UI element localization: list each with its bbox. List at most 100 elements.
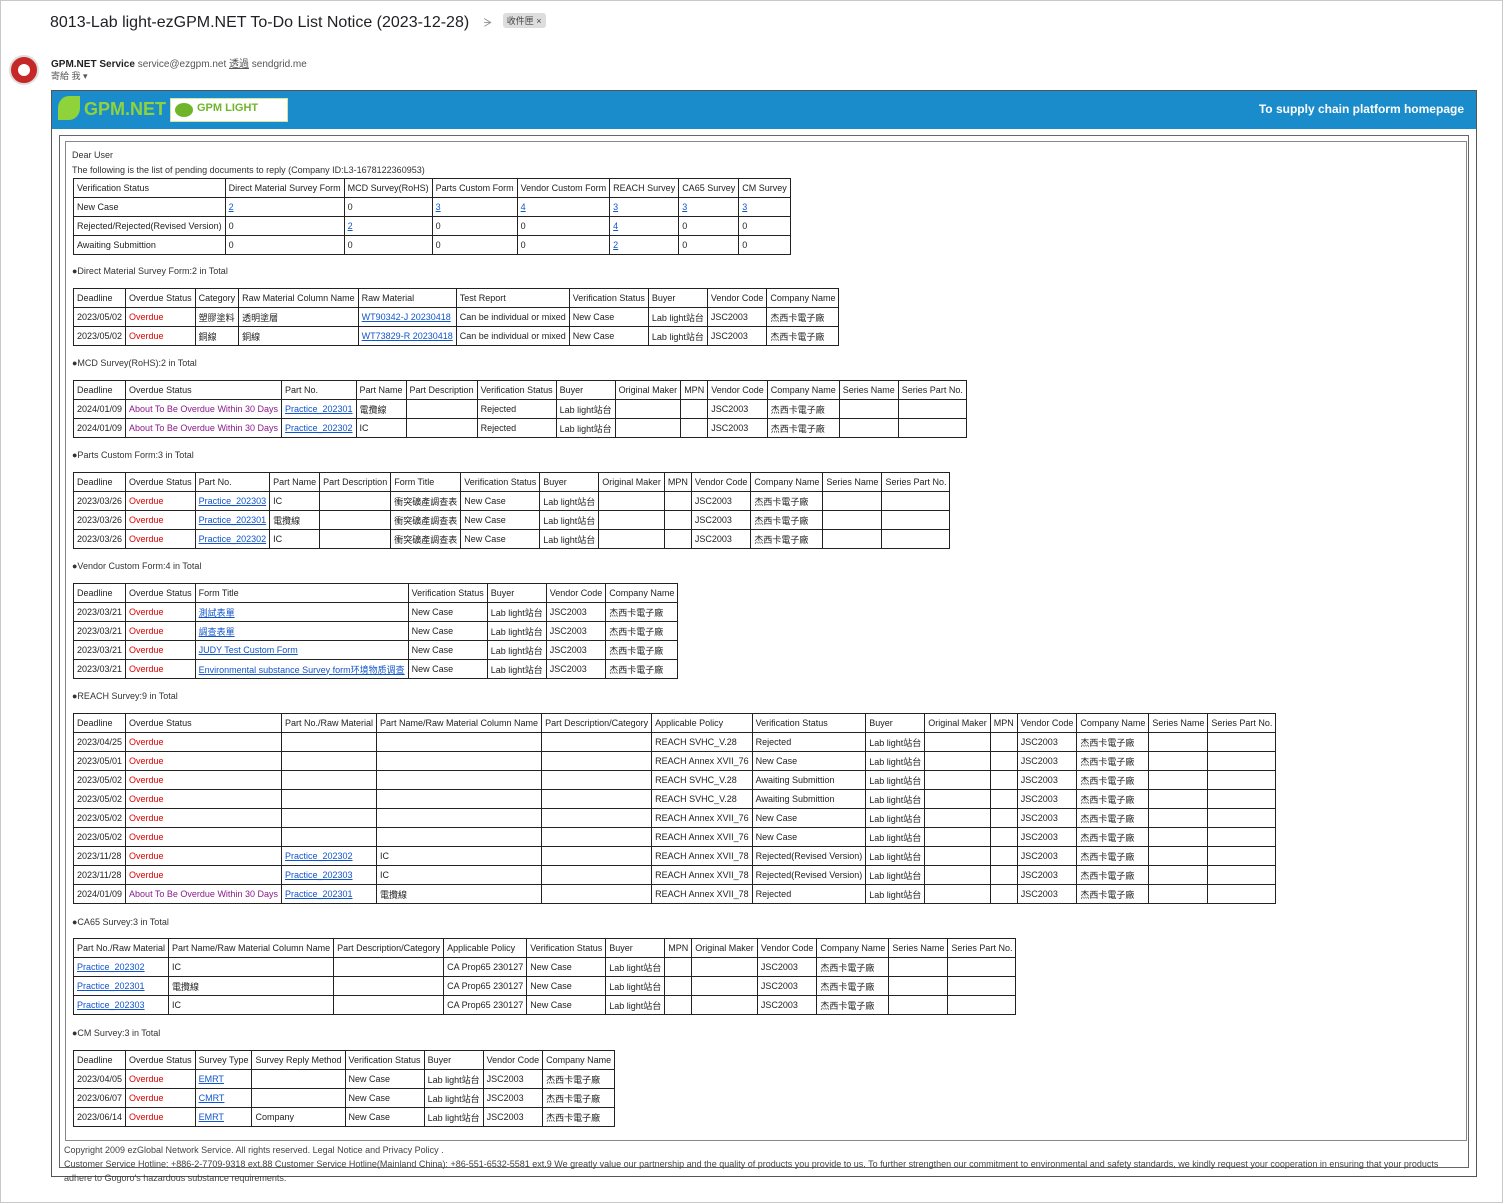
table-link[interactable]: 3 <box>742 202 748 212</box>
table-cell <box>1148 846 1209 866</box>
table-cell: 3 <box>431 197 518 217</box>
table-cell: Practice_202302 <box>194 529 271 549</box>
table-cell <box>680 418 709 438</box>
table-link[interactable]: Practice_202301 <box>198 515 267 525</box>
column-header: Part Description/Category <box>333 938 445 958</box>
table-link[interactable]: Practice_202302 <box>77 962 145 972</box>
table-cell: JSC2003 <box>690 510 752 530</box>
table-link[interactable]: Practice_202302 <box>284 423 353 433</box>
table-row: 2023/03/26 Overdue Practice_202301 電攬線 衝突礦產調… <box>72 510 951 530</box>
table-link[interactable]: 調查表單 <box>198 626 235 637</box>
cell-text: Can be individual or mixed <box>459 312 566 322</box>
table-cell: 2023/04/05 <box>72 1069 127 1089</box>
table-cell: JSC2003 <box>690 491 752 511</box>
table-cell <box>598 491 665 511</box>
cell-text: 杰西卡電子廠 <box>1080 832 1135 843</box>
table-row: Practice_202303 IC CA Prop65 230127 New Cas… <box>72 995 1017 1015</box>
table-cell: JSC2003 <box>1016 884 1078 904</box>
table-cell: REACH Annex XVII_76 <box>651 751 753 771</box>
cell-text: 杰西卡電子廠 <box>820 1000 875 1011</box>
cell-text: Lab light站台 <box>559 423 612 434</box>
table-link[interactable]: Practice_202303 <box>284 870 353 880</box>
table-link[interactable]: Practice_202301 <box>77 981 145 991</box>
table-link[interactable]: 2 <box>347 221 353 231</box>
table-cell <box>680 399 709 419</box>
cell-text: JSC2003 <box>694 496 732 506</box>
table-link[interactable]: EMRT <box>198 1112 224 1122</box>
via-link[interactable]: 透過 <box>229 59 250 70</box>
column-header: Vendor Code <box>1016 713 1078 733</box>
table-row: 2023/03/21 Overdue 測試表單 New Case Lab light站台… <box>72 602 679 622</box>
table-cell <box>947 976 1017 996</box>
cell-text: 2023/05/02 <box>77 331 123 341</box>
table-cell <box>1207 732 1277 752</box>
table-link[interactable]: Practice_202302 <box>198 534 267 544</box>
cell-text: Rejected/Rejected(Revised Version) <box>77 221 222 231</box>
overdue-status: Overdue <box>129 626 164 636</box>
recipient-line[interactable]: 寄給 我 ▾ <box>51 69 88 82</box>
table-row: 2023/03/21 Overdue 調查表單 New Case Lab light站台… <box>72 621 679 641</box>
table-cell <box>888 995 949 1015</box>
table-cell: REACH SVHC_V.28 <box>651 732 753 752</box>
table-cell <box>691 995 758 1015</box>
table-link[interactable]: 4 <box>520 202 526 212</box>
column-header: Series Part No. <box>947 938 1017 958</box>
column-header: Overdue Status <box>125 1050 196 1070</box>
cell-text: 2023/05/02 <box>77 832 123 842</box>
table-cell <box>691 976 758 996</box>
cell-text: JSC2003 <box>486 1112 524 1122</box>
table-link[interactable]: WT73829-R 20230418 <box>361 331 453 341</box>
table-link[interactable]: 3 <box>682 202 688 212</box>
table-link[interactable]: Practice_202301 <box>284 404 353 414</box>
table-link[interactable]: 3 <box>435 202 441 212</box>
table-cell: JSC2003 <box>1016 846 1078 866</box>
cell-text: JSC2003 <box>1020 756 1058 766</box>
chevron-down-icon[interactable]: ▾ <box>83 71 88 81</box>
table-cell <box>924 770 991 790</box>
vendor-title: ●Vendor Custom Form:4 in Total <box>72 561 202 571</box>
cell-text: REACH Annex XVII_76 <box>655 756 749 766</box>
table-row: 2023/03/21 Overdue JUDY Test Custom Form Ne… <box>72 640 679 660</box>
table-link[interactable]: EMRT <box>198 1074 224 1084</box>
table-cell: Lab light站台 <box>865 770 926 790</box>
table-cell: 電攬線 <box>355 399 407 419</box>
table-link[interactable]: Practice_202303 <box>198 496 267 506</box>
table-cell: Lab light站台 <box>555 418 616 438</box>
cell-text: New Case <box>348 1093 391 1103</box>
table-link[interactable]: WT90342-J 20230418 <box>361 312 451 322</box>
table-cell: New Case <box>460 510 541 530</box>
inbox-label[interactable]: 收件匣 × <box>502 13 546 28</box>
table-link[interactable]: CMRT <box>198 1093 225 1103</box>
table-cell: 電攬線 <box>168 976 335 996</box>
table-link[interactable]: JUDY Test Custom Form <box>198 645 298 655</box>
column-header: Applicable Policy <box>651 713 753 733</box>
table-link[interactable]: 4 <box>613 221 619 231</box>
cell-text: JSC2003 <box>1020 775 1058 785</box>
overdue-status: Overdue <box>129 851 164 861</box>
table-cell <box>598 510 665 530</box>
table-row: 2023/05/02 Overdue REACH Annex XVII_76 New … <box>72 808 1277 828</box>
homepage-link[interactable]: To supply chain platform homepage <box>1258 102 1464 116</box>
column-header: Part No./Raw Material <box>280 713 378 733</box>
cell-text: Rejected <box>480 404 517 414</box>
avatar[interactable] <box>9 55 39 85</box>
column-header: Buyer <box>605 938 666 958</box>
table-link[interactable]: Practice_202302 <box>284 851 353 861</box>
cell-text: Awaiting Submittion <box>77 240 156 250</box>
table-cell: EMRT <box>194 1107 253 1127</box>
table-cell <box>924 751 991 771</box>
table-link[interactable]: 2 <box>228 202 234 212</box>
cell-text: Lab light站台 <box>543 496 596 507</box>
cell-text: 2023/04/25 <box>77 737 123 747</box>
table-link[interactable]: Practice_202303 <box>77 1000 145 1010</box>
importance-icon[interactable]: ᗒ <box>483 16 493 30</box>
table-link[interactable]: 測試表單 <box>198 607 235 618</box>
column-header: MPN <box>989 713 1018 733</box>
table-link[interactable]: 3 <box>613 202 619 212</box>
table-link[interactable]: Practice_202301 <box>284 889 353 899</box>
table-link[interactable]: Environmental substance Survey form环境物质调… <box>198 664 405 675</box>
table-cell: Overdue <box>125 789 282 809</box>
table-link[interactable]: 2 <box>613 240 619 250</box>
cell-text: 杰西卡電子廠 <box>754 515 809 526</box>
table-cell: 杰西卡電子廠 <box>605 621 679 641</box>
